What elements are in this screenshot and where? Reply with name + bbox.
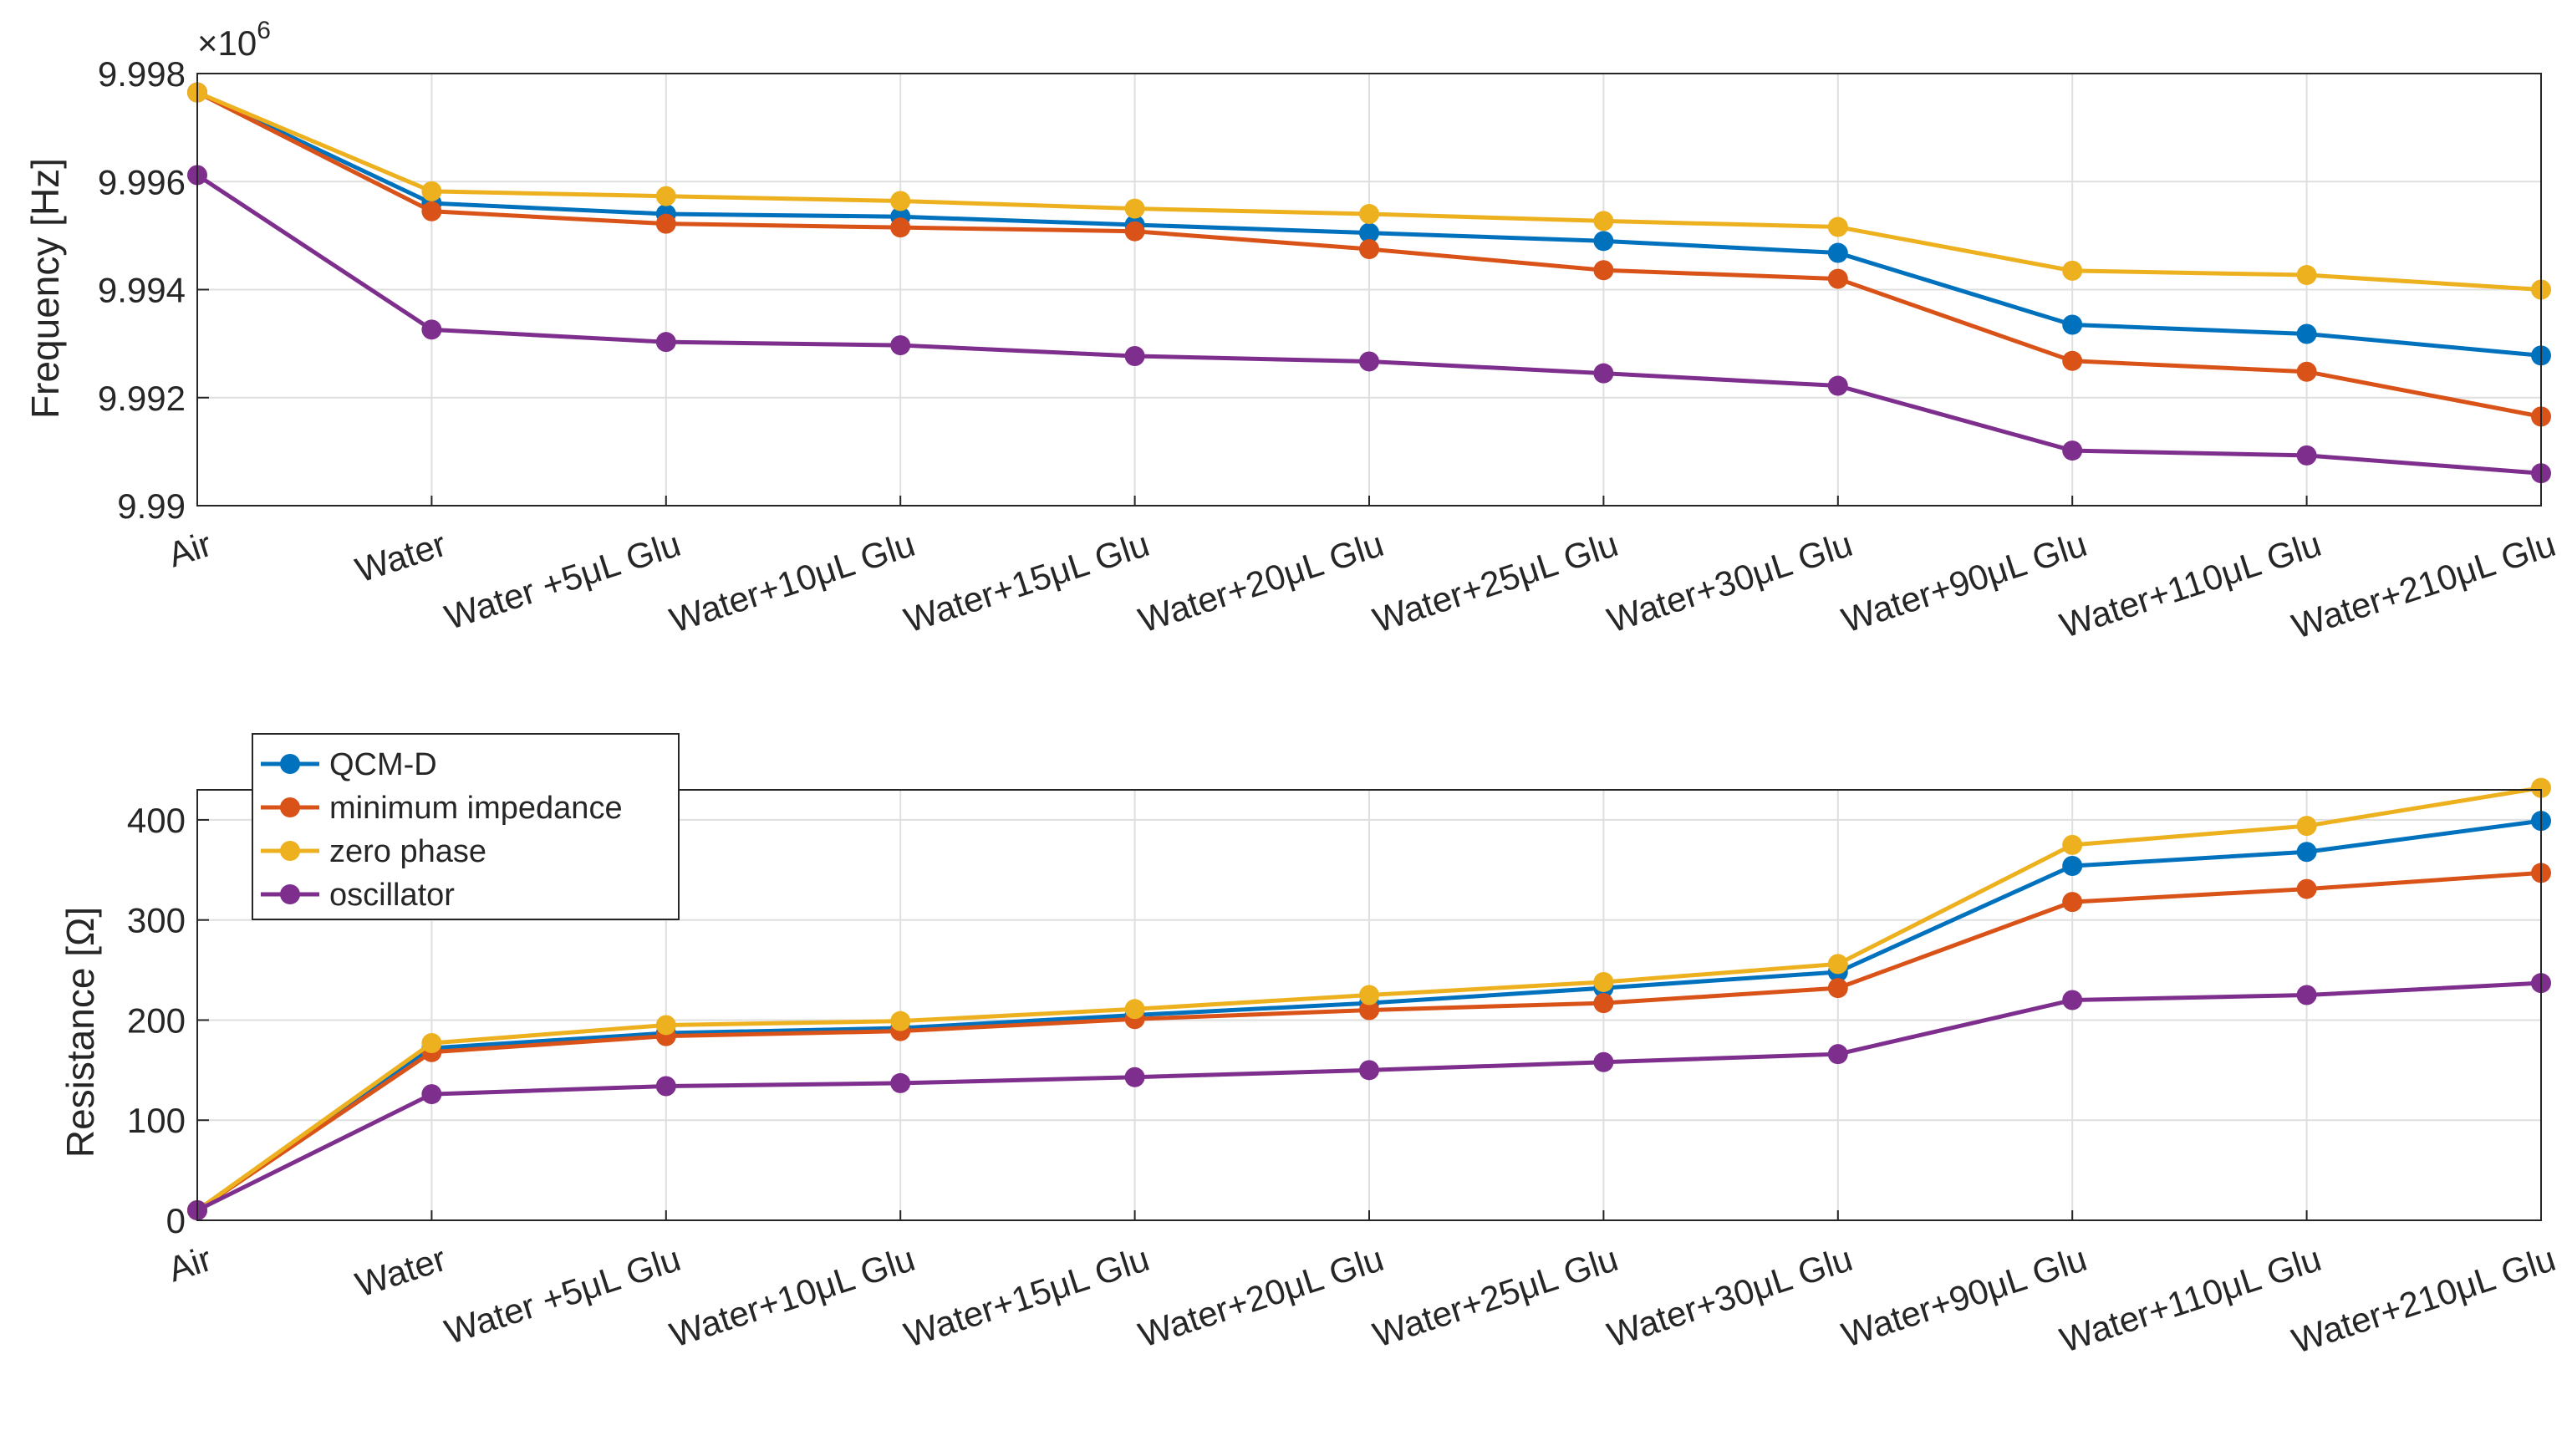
frequency-axes-box xyxy=(196,73,2542,507)
resistance-point-minimum-impedance xyxy=(1593,993,1614,1014)
resistance-point-oscillator xyxy=(890,1072,911,1093)
frequency-y-tick-label: 9.996 xyxy=(98,162,186,201)
legend-label-minimum-impedance: minimum impedance xyxy=(329,791,623,826)
frequency-point-zero-phase xyxy=(1124,198,1145,219)
resistance-point-zero-phase xyxy=(421,1033,442,1054)
frequency-y-tick-label: 9.992 xyxy=(98,379,186,418)
frequency-series xyxy=(187,82,2551,484)
frequency-point-minimum-impedance xyxy=(421,201,442,221)
frequency-point-zero-phase xyxy=(1593,211,1614,232)
legend-marker-oscillator xyxy=(280,884,300,904)
resistance-point-oscillator xyxy=(1827,1044,1848,1065)
frequency-y-multiplier: ×106 xyxy=(197,17,271,63)
resistance-point-oscillator xyxy=(1593,1051,1614,1072)
resistance-series xyxy=(187,777,2551,1221)
resistance-point-zero-phase xyxy=(1359,985,1379,1005)
frequency-y-tick-label: 9.994 xyxy=(98,271,186,310)
frequency-point-zero-phase xyxy=(1359,204,1379,225)
resistance-point-zero-phase xyxy=(2531,777,2551,798)
legend-entry-zero-phase: zero phase xyxy=(261,834,486,869)
frequency-point-oscillator xyxy=(655,332,676,353)
frequency-point-minimum-impedance xyxy=(1124,221,1145,242)
resistance-point-zero-phase xyxy=(2062,834,2083,855)
resistance-y-ticks: 0 100 200 300 400 xyxy=(127,801,186,1240)
frequency-point-zero-phase xyxy=(1827,216,1848,237)
frequency-point-minimum-impedance xyxy=(2062,350,2083,371)
resistance-point-zero-phase xyxy=(1827,954,1848,975)
legend-label-qcm-d: QCM-D xyxy=(329,747,437,782)
resistance-point-zero-phase xyxy=(1124,999,1145,1020)
resistance-point-oscillator xyxy=(421,1084,442,1105)
frequency-y-tick-label: 9.998 xyxy=(98,54,186,94)
resistance-point-oscillator xyxy=(1124,1067,1145,1087)
resistance-point-oscillator xyxy=(1359,1060,1379,1081)
resistance-point-qcm-d xyxy=(2296,842,2317,863)
resistance-point-zero-phase xyxy=(1593,971,1614,992)
resistance-y-tick-label: 0 xyxy=(166,1201,186,1240)
legend-marker-qcm-d xyxy=(280,754,300,774)
frequency-y-axis-label: Frequency [Hz] xyxy=(23,158,67,419)
legend-label-oscillator: oscillator xyxy=(329,878,455,913)
frequency-point-minimum-impedance xyxy=(890,217,911,238)
legend-label-zero-phase: zero phase xyxy=(329,834,486,869)
frequency-point-oscillator xyxy=(1827,375,1848,396)
resistance-point-minimum-impedance xyxy=(1359,1000,1379,1021)
resistance-y-tick-label: 300 xyxy=(127,901,186,940)
frequency-point-minimum-impedance xyxy=(1359,239,1379,260)
frequency-point-qcm-d xyxy=(1359,222,1379,243)
frequency-point-zero-phase xyxy=(421,181,442,201)
frequency-point-oscillator xyxy=(1359,351,1379,372)
frequency-point-oscillator xyxy=(890,335,911,356)
resistance-axes-box xyxy=(196,789,2542,1221)
legend-box xyxy=(252,733,680,920)
frequency-point-minimum-impedance xyxy=(2296,361,2317,382)
frequency-point-minimum-impedance xyxy=(1827,268,1848,289)
legend: QCM-D minimum impedance zero phase oscil… xyxy=(252,733,680,920)
resistance-y-axis-label: Resistance [Ω] xyxy=(59,907,102,1158)
legend-marker-zero-phase xyxy=(280,841,300,861)
frequency-point-oscillator xyxy=(2296,445,2317,466)
frequency-point-oscillator xyxy=(421,319,442,340)
resistance-point-zero-phase xyxy=(655,1015,676,1036)
resistance-point-minimum-impedance xyxy=(2296,878,2317,899)
frequency-point-qcm-d xyxy=(1827,242,1848,263)
resistance-y-tick-label: 100 xyxy=(127,1101,186,1140)
legend-entry-minimum-impedance: minimum impedance xyxy=(261,791,623,826)
resistance-point-minimum-impedance xyxy=(2062,892,2083,913)
frequency-point-minimum-impedance xyxy=(1593,260,1614,281)
resistance-point-oscillator xyxy=(2296,985,2317,1005)
frequency-point-minimum-impedance xyxy=(655,213,676,234)
frequency-point-oscillator xyxy=(1593,363,1614,384)
frequency-point-zero-phase xyxy=(2296,265,2317,286)
resistance-y-tick-label: 400 xyxy=(127,801,186,840)
resistance-point-zero-phase xyxy=(2296,816,2317,837)
resistance-point-oscillator xyxy=(2062,990,2083,1011)
frequency-point-zero-phase xyxy=(2062,260,2083,281)
resistance-point-qcm-d xyxy=(2062,856,2083,877)
frequency-point-qcm-d xyxy=(2062,314,2083,335)
resistance-y-tick-label: 200 xyxy=(127,1000,186,1040)
frequency-y-tick-label: 9.99 xyxy=(117,486,186,526)
frequency-point-qcm-d xyxy=(2296,323,2317,344)
frequency-point-qcm-d xyxy=(1593,231,1614,252)
frequency-point-oscillator xyxy=(2062,440,2083,461)
legend-entry-oscillator: oscillator xyxy=(261,878,455,913)
legend-entry-qcm-d: QCM-D xyxy=(261,747,437,782)
resistance-point-zero-phase xyxy=(890,1011,911,1031)
legend-marker-minimum-impedance xyxy=(280,797,300,817)
frequency-point-zero-phase xyxy=(655,186,676,206)
resistance-point-minimum-impedance xyxy=(1827,978,1848,999)
frequency-point-oscillator xyxy=(1124,345,1145,366)
frequency-point-zero-phase xyxy=(890,191,911,211)
resistance-point-oscillator xyxy=(655,1076,676,1097)
frequency-y-ticks: 9.99 9.992 9.994 9.996 9.998 xyxy=(98,54,186,526)
